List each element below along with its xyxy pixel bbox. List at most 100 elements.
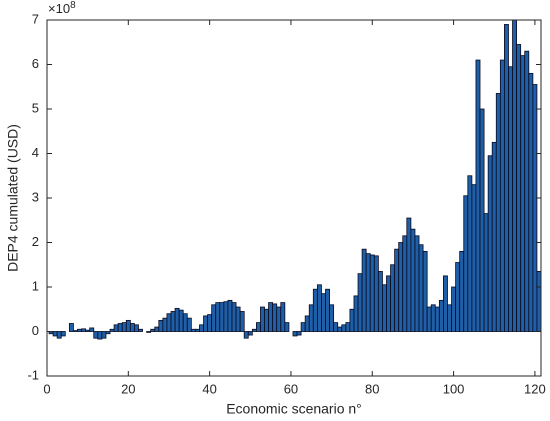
bar	[426, 306, 432, 332]
bar	[162, 317, 168, 332]
bar	[158, 319, 164, 332]
bar	[243, 331, 249, 339]
bar	[321, 293, 326, 332]
bar	[300, 322, 306, 332]
y-tick-label: 6	[32, 56, 39, 71]
bar	[203, 315, 209, 332]
bar	[272, 303, 278, 332]
bar	[341, 324, 347, 332]
bar	[195, 328, 200, 332]
bar	[414, 235, 420, 332]
bar	[508, 66, 513, 332]
bar	[89, 327, 95, 332]
bar	[402, 235, 408, 332]
x-tick-label: 80	[365, 381, 379, 396]
bar	[304, 315, 310, 332]
y-tick-label: 2	[32, 234, 39, 249]
bar	[260, 306, 265, 332]
bar	[365, 253, 371, 332]
bar	[154, 326, 160, 332]
bar	[284, 322, 290, 332]
y-axis-label: DEP4 cumulated (USD)	[5, 124, 21, 272]
bar	[337, 326, 343, 332]
bar	[219, 302, 225, 332]
bar	[536, 271, 542, 332]
bar	[73, 330, 78, 332]
bar	[438, 299, 444, 332]
bar	[479, 108, 485, 332]
bar	[316, 284, 322, 332]
x-tick-label: 120	[524, 381, 546, 396]
bar	[109, 328, 115, 332]
bar	[463, 195, 469, 332]
bar	[264, 308, 269, 332]
bar	[296, 331, 302, 336]
bar	[467, 175, 473, 332]
bar	[235, 306, 241, 332]
bar	[146, 331, 152, 333]
bar	[471, 184, 477, 332]
y-tick-label: -1	[27, 367, 39, 382]
bar	[504, 24, 509, 332]
bar	[125, 319, 131, 332]
bar	[166, 313, 172, 332]
bar	[333, 322, 339, 332]
bar	[495, 93, 501, 332]
bar	[528, 73, 534, 332]
bar	[138, 328, 143, 332]
y-tick-label: 7	[32, 11, 39, 26]
y-tick-label: 1	[32, 278, 39, 293]
bar	[382, 284, 387, 332]
bar	[93, 331, 99, 339]
y-tick-label: 4	[32, 145, 39, 160]
bar	[239, 311, 245, 332]
bar	[447, 304, 452, 332]
bar	[60, 331, 66, 337]
bar	[280, 302, 286, 332]
bar	[105, 331, 111, 335]
x-tick-label: 60	[284, 381, 298, 396]
bar	[247, 331, 253, 336]
x-tick-label: 100	[443, 381, 465, 396]
bar	[406, 217, 412, 332]
bar	[422, 250, 428, 332]
bar	[325, 288, 330, 332]
bar	[308, 304, 314, 332]
axes-box	[46, 19, 542, 377]
bar	[190, 328, 196, 332]
y-tick-label: 0	[32, 323, 39, 338]
bar	[516, 44, 522, 332]
x-tick-label: 40	[202, 381, 216, 396]
bar	[373, 255, 379, 332]
bar	[178, 309, 184, 332]
bar	[251, 328, 257, 332]
bar	[227, 299, 233, 332]
bar	[349, 308, 355, 332]
bar	[52, 331, 58, 337]
bar	[499, 59, 505, 332]
bar	[129, 323, 135, 332]
bar	[491, 141, 497, 332]
bar	[369, 254, 375, 332]
bar	[207, 314, 213, 332]
y-tick-label: 5	[32, 100, 39, 115]
x-tick-label: 0	[43, 381, 50, 396]
bar	[292, 331, 298, 337]
bar	[255, 322, 261, 332]
bar	[268, 302, 274, 332]
bar	[81, 328, 87, 332]
bar	[361, 248, 367, 332]
bar	[487, 155, 493, 332]
bar	[475, 59, 481, 332]
bar	[170, 311, 176, 332]
x-tick-label: 20	[121, 381, 135, 396]
bar	[483, 213, 489, 332]
bar	[117, 323, 123, 332]
bar	[512, 19, 518, 332]
bar	[398, 242, 404, 332]
bar	[353, 295, 359, 332]
bar	[418, 244, 424, 332]
bar	[434, 306, 440, 332]
bar	[443, 275, 448, 332]
bar	[121, 322, 127, 332]
